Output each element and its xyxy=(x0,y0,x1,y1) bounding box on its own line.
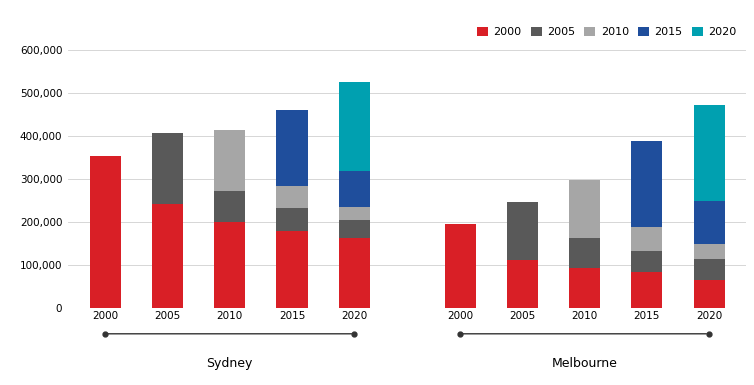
Bar xyxy=(214,222,245,308)
Bar xyxy=(277,186,308,208)
Bar xyxy=(507,260,538,308)
Bar xyxy=(339,238,369,308)
Bar xyxy=(277,110,308,186)
Bar xyxy=(339,220,369,238)
Bar xyxy=(214,191,245,222)
Bar xyxy=(445,224,476,308)
Bar xyxy=(694,259,725,280)
Bar xyxy=(339,208,369,220)
Bar xyxy=(90,156,121,308)
Bar xyxy=(631,272,663,308)
Legend: 2000, 2005, 2010, 2015, 2020: 2000, 2005, 2010, 2015, 2020 xyxy=(472,22,741,42)
Bar xyxy=(631,141,663,227)
Text: Melbourne: Melbourne xyxy=(552,357,618,370)
Bar xyxy=(339,82,369,171)
Bar xyxy=(694,244,725,259)
Bar xyxy=(277,231,308,308)
Bar xyxy=(152,204,183,308)
Bar xyxy=(214,130,245,191)
Bar xyxy=(569,238,600,268)
Text: Sydney: Sydney xyxy=(207,357,253,370)
Bar xyxy=(507,202,538,260)
Bar xyxy=(694,280,725,308)
Bar xyxy=(694,105,725,201)
Bar xyxy=(339,171,369,208)
Bar xyxy=(631,251,663,272)
Bar xyxy=(694,201,725,244)
Bar xyxy=(569,180,600,238)
Bar xyxy=(152,133,183,204)
Bar xyxy=(569,268,600,308)
Bar xyxy=(277,208,308,231)
Bar xyxy=(631,227,663,251)
